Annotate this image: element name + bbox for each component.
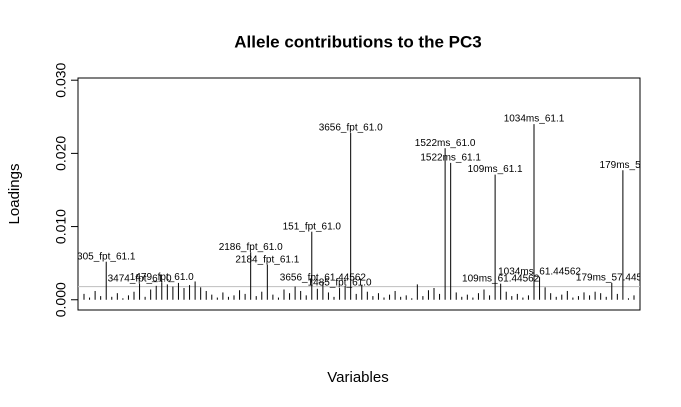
y-axis-label: Loadings [6,164,23,225]
x-axis-label: Variables [327,369,388,386]
bar-label: 2184_fpt_61.1 [235,254,299,265]
bar-label: 2186_fpt_61.0 [219,242,283,253]
bar-label: 3656_fpt_61.44562 [280,273,367,284]
bar-label: 179ms_57.4456 [576,273,648,284]
bar-label: 109ms_61.1 [468,164,523,175]
y-tick-label: 0.020 [53,136,69,171]
bar-label: 1522ms_61.0 [415,138,476,149]
bar-label: 151_fpt_61.0 [283,221,342,232]
y-tick-label: 0.010 [53,209,69,244]
bar-label: 109ms_61.44562 [462,273,540,284]
bar-label: 179ms_57 [600,160,647,171]
bar-label: 3656_fpt_61.0 [319,123,383,134]
chart-title: Allele contributions to the PC3 [234,32,481,51]
bar-label: 305_fpt_61.1 [77,251,136,262]
bar-label: 1479_fpt_61.0 [130,272,194,283]
y-tick-label: 0.000 [53,282,69,317]
bar-label: 1034ms_61.1 [504,114,565,125]
bar-label: 1522ms_61.1 [420,153,481,164]
plot-frame [77,77,641,311]
bar-label: 1034ms_61.44562 [498,267,581,278]
y-tick-label: 0.030 [53,62,69,97]
bar-label: 1485_fpt_61.0 [308,278,372,289]
bar-label: 3474_fpt_61.0 [108,273,172,284]
